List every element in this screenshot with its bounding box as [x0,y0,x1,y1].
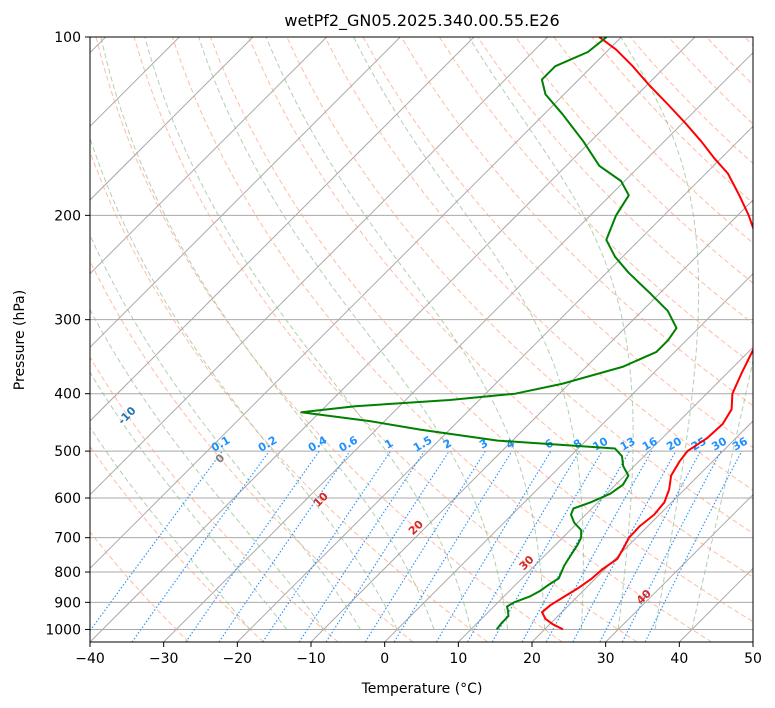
mixing-ratio-line [218,450,351,642]
isotherm-line [236,125,753,642]
isotherm-line [384,272,753,642]
y-axis-label: Pressure (hPa) [12,290,28,390]
x-tick-label: −20 [223,651,253,667]
mixing-ratio-line [325,450,450,642]
mixing-ratio-line [599,450,701,642]
mixing-ratio-line [393,450,513,642]
isotherm-line [90,37,696,642]
y-tick-label: 100 [54,30,81,46]
isotherm-line [605,493,753,642]
profile-line [541,37,753,631]
dry-adiabat-line [90,150,488,642]
mixing-ratio-line [185,450,320,642]
x-tick-label: 30 [597,651,615,667]
dry-adiabat-line [248,37,753,578]
profile-line [300,37,678,631]
x-tick-label: 50 [744,651,762,667]
x-tick-label: 0 [380,651,389,667]
y-tick-label: 900 [54,595,81,611]
moist-adiabat-line [90,308,324,630]
moist-adiabat-line [620,37,700,630]
isotherm-line [90,37,254,201]
moist-adiabat-line [198,37,509,630]
isotherm-line [90,37,475,422]
dry-adiabat-line [400,37,753,407]
moist-adiabat-line [353,37,584,630]
mixing-ratio-line [621,450,722,642]
mixing-ratio-line [644,450,743,642]
isotherm-line [90,37,622,570]
mixing-ratio-line [262,450,392,642]
y-tick-label: 200 [54,208,81,224]
mixing-ratio-line [131,450,270,642]
mixing-ratio-line [521,450,630,642]
mixing-ratio-line [435,450,552,642]
dry-adiabat-line [210,37,753,623]
dry-adiabat-line [90,356,339,642]
dry-adiabat-line [90,445,264,642]
dry-adiabat-line [90,531,190,642]
y-tick-label: 300 [54,313,81,329]
y-tick-label: 800 [54,565,81,581]
mixing-ratio-line [298,450,425,642]
moist-adiabat-line [144,37,472,630]
plot-frame [89,36,754,643]
dry-adiabat-line [95,37,563,642]
moist-adiabat-line [468,37,634,630]
x-tick-label: −10 [296,651,326,667]
y-tick-label: 400 [54,387,81,403]
isotherm-line [457,346,753,642]
moist-adiabat-line [265,37,546,630]
y-tick-label: 1000 [45,622,81,638]
moist-adiabat-line [100,37,435,630]
isotherm-line [90,37,328,275]
x-tick-label: 10 [449,651,467,667]
x-axis-label: Temperature (°C) [361,681,483,697]
moist-adiabat-line [90,136,398,630]
y-tick-label: 700 [54,531,81,547]
isotherm-line [531,420,753,642]
mixing-ratio-line [90,450,223,632]
y-tick-label: 500 [54,444,81,460]
moist-adiabat-line [691,358,753,630]
chart-title: wetPf2_GN05.2025.340.00.55.E26 [284,11,559,31]
isotherm-line [163,51,753,642]
profile-lines [300,37,753,631]
x-tick-label: 40 [670,651,688,667]
dry-adiabat-line [171,37,712,642]
dry-adiabat-line [438,37,753,366]
mixing-ratio-line [364,450,486,642]
isotherm-line [90,37,401,349]
x-tick-label: −40 [75,651,105,667]
dry-adiabat-line [133,37,638,642]
background-lines [90,37,753,642]
dry-adiabat-line [90,259,414,642]
moist-adiabat-line [90,233,361,630]
y-tick-label: 600 [54,491,81,507]
mixing-ratio-line [545,450,653,642]
dry-adiabat-line [324,37,753,491]
isotherm-line [90,37,549,496]
dry-adiabat-line [515,37,753,284]
y-axis: 100 200 300 400 500 600 700 800 900 1000 [45,30,90,638]
x-tick-label: −30 [149,651,179,667]
mixing-ratio-line [572,450,677,642]
x-tick-label: 20 [523,651,541,667]
x-axis: −40 −30 −20 −10 0 10 20 30 40 50 [75,642,762,667]
